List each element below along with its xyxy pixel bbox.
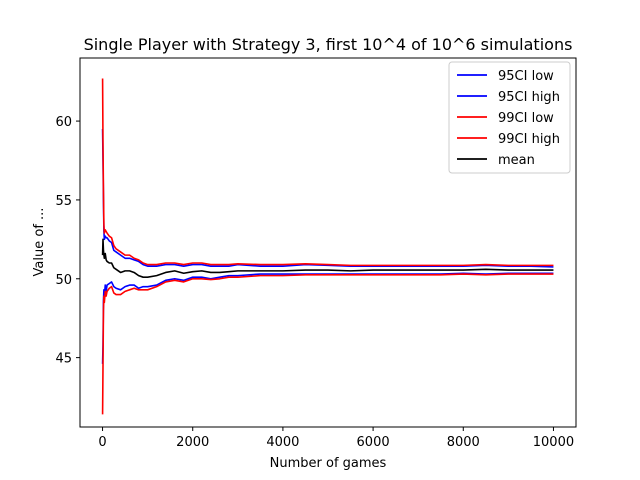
legend-label: mean: [498, 153, 535, 168]
legend-label: 95CI high: [498, 90, 560, 105]
legend-items: 95CI low 95CI high 99CI low 99CI high mean: [457, 69, 560, 168]
legend-label: 99CI low: [498, 111, 554, 126]
series-layer: [101, 78, 554, 415]
x-tick-label: 10000: [533, 435, 574, 450]
y-tick-label: 60: [55, 115, 72, 130]
x-tick-label: 6000: [357, 435, 390, 450]
x-tick-label: 2000: [176, 435, 209, 450]
y-axis-ticks: 45 50 55 60: [55, 115, 80, 367]
y-axis-label: Value of ...: [32, 208, 47, 277]
y-tick-label: 55: [55, 194, 72, 209]
plot-area: 0 2000 4000 6000 8000 10000 45 50 55 60: [55, 57, 577, 450]
x-axis-label: Number of games: [270, 456, 387, 471]
x-axis-ticks: 0 2000 4000 6000 8000 10000: [98, 427, 574, 450]
chart-title: Single Player with Strategy 3, first 10^…: [84, 35, 573, 54]
series-line-mean: [101, 238, 554, 278]
series-line-99ci-low: [101, 273, 554, 415]
y-tick-label: 45: [55, 352, 72, 367]
legend-box: [448, 61, 571, 174]
y-tick-label: 50: [55, 273, 72, 288]
legend-label: 99CI high: [498, 132, 560, 147]
x-tick-label: 4000: [266, 435, 299, 450]
x-tick-label: 8000: [447, 435, 480, 450]
legend: 95CI low 95CI high 99CI low 99CI high mean: [448, 61, 571, 174]
series-line-99ci-high: [101, 78, 554, 267]
axes-frame: [79, 57, 577, 428]
x-tick-label: 0: [98, 435, 106, 450]
legend-label: 95CI low: [498, 69, 554, 84]
